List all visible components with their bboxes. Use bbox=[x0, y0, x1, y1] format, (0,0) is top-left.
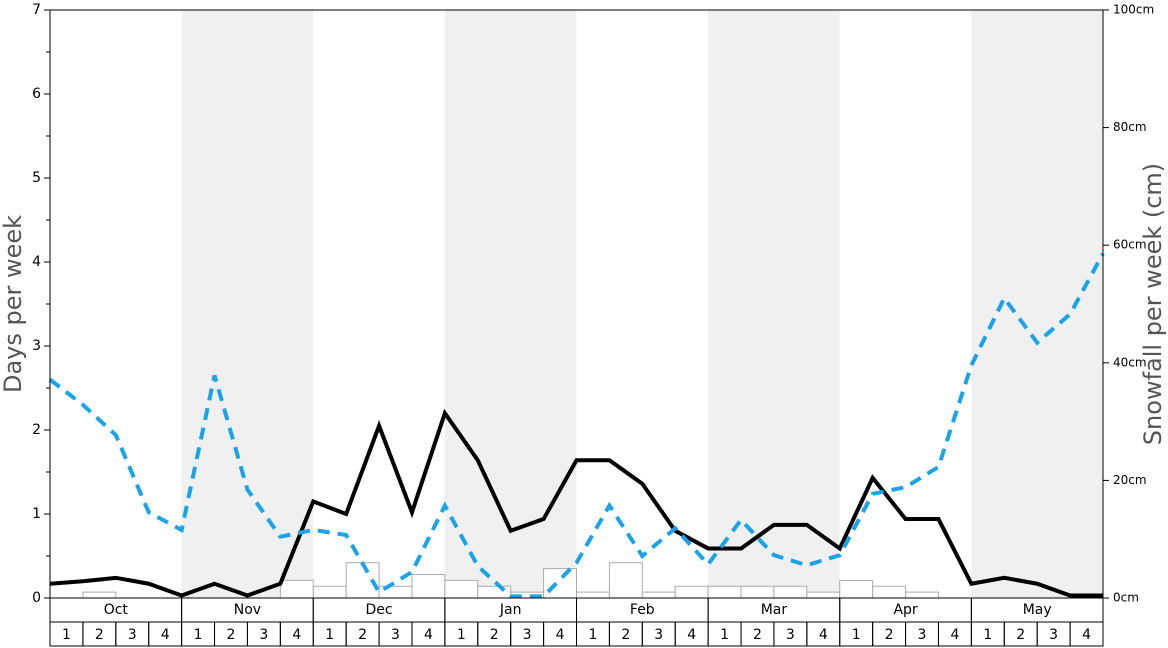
y-tick-label: 5 bbox=[32, 170, 41, 186]
week-label: 3 bbox=[259, 627, 268, 643]
week-label: 1 bbox=[588, 627, 597, 643]
bar bbox=[82, 591, 117, 599]
y2-tick-label: 60cm bbox=[1113, 238, 1147, 252]
week-label: 3 bbox=[523, 627, 532, 643]
month-band bbox=[576, 10, 709, 598]
month-band bbox=[708, 10, 840, 598]
week-label: 2 bbox=[490, 627, 499, 643]
y-tick-label: 6 bbox=[32, 86, 41, 102]
y2-tick-label: 100cm bbox=[1113, 3, 1154, 17]
month-label: Nov bbox=[234, 602, 261, 618]
y-axis-title: Days per week bbox=[0, 215, 27, 393]
bar bbox=[905, 591, 939, 599]
bar bbox=[608, 562, 643, 599]
y2-tick-label: 20cm bbox=[1113, 473, 1147, 487]
bar bbox=[806, 591, 841, 599]
bar bbox=[477, 585, 512, 599]
week-label: 3 bbox=[128, 627, 137, 643]
week-label: 1 bbox=[194, 627, 203, 643]
week-label: 1 bbox=[457, 627, 466, 643]
week-label: 3 bbox=[1049, 627, 1058, 643]
month-label: May bbox=[1023, 602, 1052, 618]
week-label: 2 bbox=[621, 627, 630, 643]
week-label: 3 bbox=[918, 627, 927, 643]
plot bbox=[48, 252, 1105, 599]
background bbox=[50, 10, 1103, 598]
week-label: 2 bbox=[358, 627, 367, 643]
week-label: 2 bbox=[1016, 627, 1025, 643]
bar bbox=[576, 591, 610, 599]
month-label: Dec bbox=[366, 602, 393, 618]
bar bbox=[872, 585, 907, 599]
month-band bbox=[444, 10, 577, 598]
y2-tick-label: 40cm bbox=[1113, 355, 1147, 369]
week-label: 1 bbox=[720, 627, 729, 643]
month-label: Feb bbox=[630, 602, 655, 618]
week-label: 3 bbox=[654, 627, 663, 643]
week-label: 3 bbox=[786, 627, 795, 643]
y-tick-label: 7 bbox=[32, 2, 41, 18]
month-label: Mar bbox=[761, 602, 788, 618]
week-label: 1 bbox=[983, 627, 992, 643]
bar bbox=[740, 585, 775, 599]
bar bbox=[839, 579, 874, 599]
bar bbox=[641, 591, 676, 599]
week-label: 2 bbox=[885, 627, 894, 643]
axes: Oct Nov Dec Jan Feb Mar Apr May 1 2 3 4 1 2 3 4 1 2 3 4 1 2 3 4… bbox=[32, 2, 1154, 647]
month-band bbox=[971, 10, 1103, 598]
bar bbox=[707, 585, 742, 599]
y-tick-label: 3 bbox=[32, 338, 41, 354]
week-label: 1 bbox=[325, 627, 334, 643]
week-cell bbox=[1069, 621, 1104, 647]
y-tick-label: 0 bbox=[32, 590, 41, 606]
week-label: 4 bbox=[950, 627, 959, 643]
week-label: 2 bbox=[227, 627, 236, 643]
y2-tick-label: 80cm bbox=[1113, 120, 1147, 134]
month-label: Oct bbox=[104, 602, 129, 618]
bar bbox=[444, 579, 479, 599]
week-label: 2 bbox=[95, 627, 104, 643]
week-label: 4 bbox=[292, 627, 301, 643]
bar bbox=[312, 585, 347, 599]
month-band bbox=[50, 10, 182, 598]
bar bbox=[543, 568, 577, 599]
bar bbox=[411, 573, 446, 599]
solid-line bbox=[49, 408, 1103, 598]
week-label: 1 bbox=[62, 627, 71, 643]
week-label: 1 bbox=[852, 627, 861, 643]
week-label: 4 bbox=[424, 627, 433, 643]
month-band bbox=[313, 10, 445, 598]
week-label: 4 bbox=[819, 627, 828, 643]
week-label: 3 bbox=[391, 627, 400, 643]
month-label: Apr bbox=[893, 602, 917, 618]
month-label: Jan bbox=[499, 602, 522, 618]
week-label: 2 bbox=[753, 627, 762, 643]
dashed-line bbox=[48, 252, 1105, 599]
week-label: 4 bbox=[556, 627, 565, 643]
y2-axis-title: Snowfall per week (cm) bbox=[1139, 163, 1167, 445]
week-label: 4 bbox=[1082, 627, 1091, 643]
y-tick-label: 4 bbox=[32, 254, 41, 270]
bar bbox=[773, 585, 808, 599]
bar bbox=[279, 579, 314, 599]
y2-tick-label: 0cm bbox=[1113, 591, 1139, 605]
y-tick-label: 1 bbox=[32, 506, 41, 522]
month-band bbox=[181, 10, 314, 598]
week-label: 4 bbox=[161, 627, 170, 643]
y-tick-label: 2 bbox=[32, 422, 41, 438]
bar bbox=[674, 585, 709, 599]
week-label: 4 bbox=[687, 627, 696, 643]
